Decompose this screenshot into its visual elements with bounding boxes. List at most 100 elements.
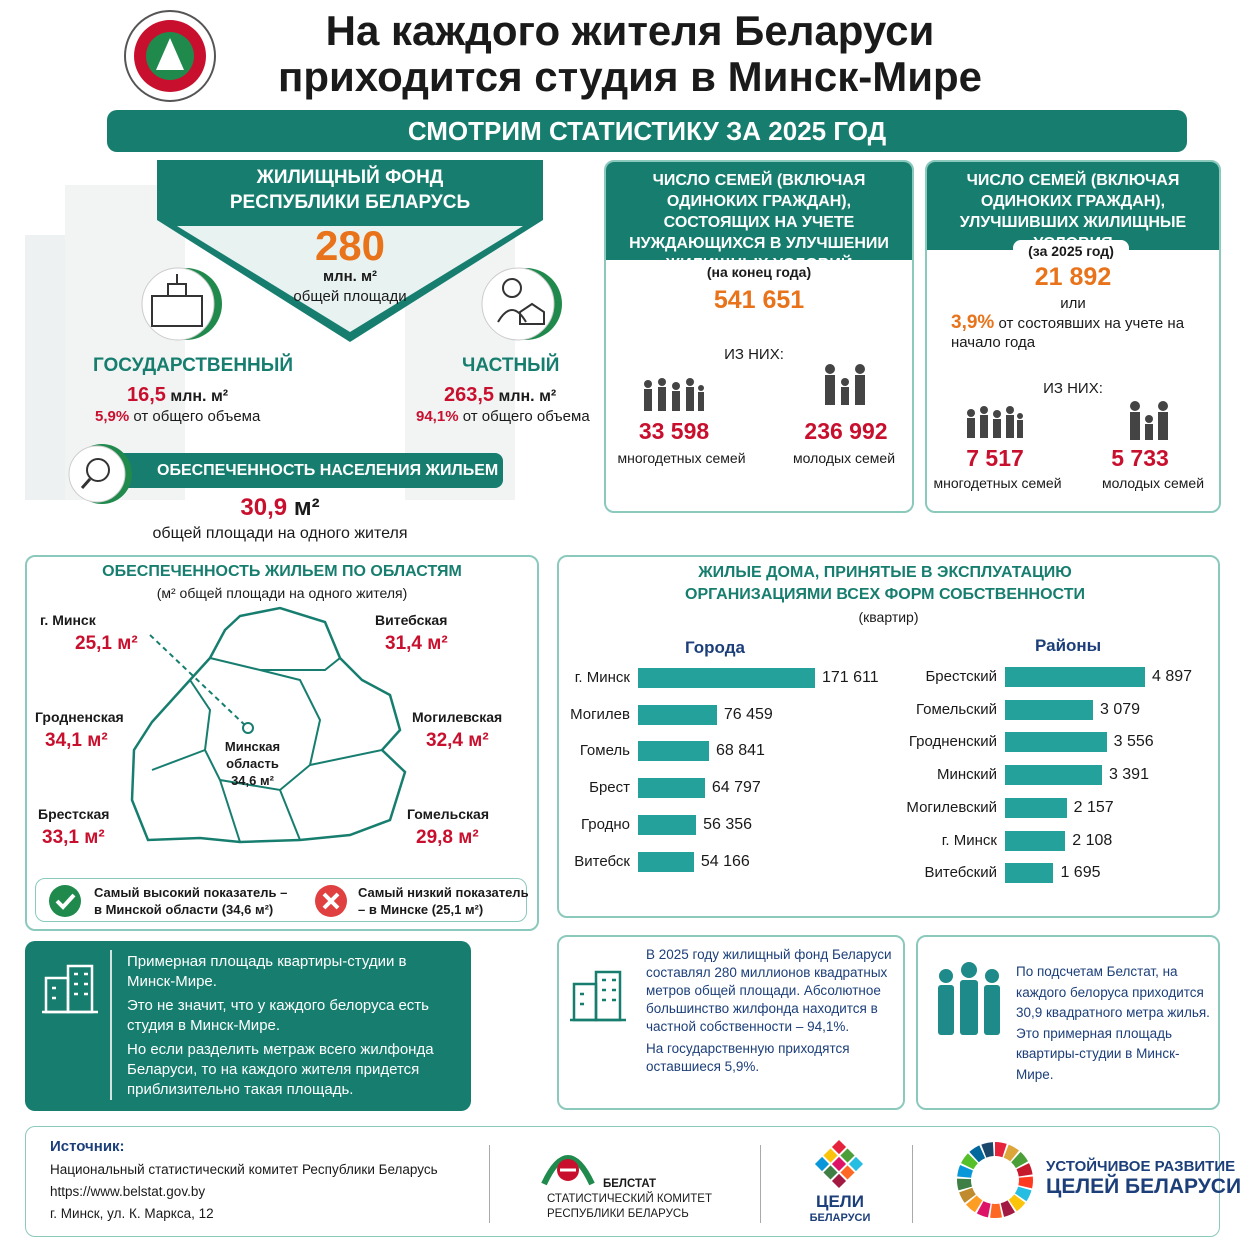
wheel-segment	[1011, 1151, 1028, 1169]
building-icon	[42, 964, 98, 1014]
bar	[638, 704, 717, 725]
wheel-segment	[1014, 1186, 1032, 1202]
category-label: г. Минск	[574, 669, 630, 686]
region-value: 29,8 м²	[416, 827, 479, 848]
family-icon	[825, 364, 865, 405]
improved-share-note: от состоявших на учете на начало года	[951, 315, 1185, 351]
info-text-3: По подсчетам Белстат, на каждого белорус…	[1016, 962, 1212, 1086]
paragraph: Примерная площадь квартиры-студии в Минс…	[127, 953, 407, 990]
category-label: Могилев	[570, 705, 630, 723]
wheel-segment	[956, 1178, 972, 1191]
bar	[638, 814, 697, 835]
address: г. Минск, ул. К. Маркса, 12	[50, 1206, 214, 1221]
goals-logo	[814, 1139, 864, 1189]
info-text-1: Примерная площадь квартиры-студии в Минс…	[127, 952, 447, 1100]
category-label: г. Минск	[941, 831, 997, 849]
state-share-note: от общего объема	[133, 408, 261, 425]
large-label: многодетных семей	[617, 450, 746, 466]
paragraph: По подсчетам Белстат, на каждого белорус…	[1016, 964, 1210, 1082]
value-label: 3 556	[1113, 733, 1154, 751]
value-label: 3 391	[1108, 766, 1149, 784]
region-value: 25,1 м²	[75, 633, 138, 654]
sdg-wheel	[956, 1142, 1033, 1219]
sdg-line: ЦЕЛЕЙ БЕЛАРУСИ	[1046, 1175, 1242, 1198]
region-value: 32,4 м²	[426, 730, 489, 751]
wheel-segment	[1003, 1144, 1019, 1162]
banner: СМОТРИМ СТАТИСТИКУ ЗА 2025 ГОД	[107, 110, 1187, 152]
value-label: 171 611	[822, 669, 879, 686]
state-label: ГОСУДАРСТВЕННЫЙ	[93, 355, 294, 376]
of-them: ИЗ НИХ:	[724, 346, 784, 363]
region-name: г. Минск	[40, 612, 96, 628]
wheel-segment	[1018, 1176, 1033, 1189]
state-value: 16,5	[127, 384, 166, 406]
people-icon	[938, 962, 1000, 1035]
wheel-segment	[959, 1187, 976, 1203]
regions-box	[25, 555, 539, 931]
family-icon	[967, 406, 1023, 438]
belstat-name: БЕЛСТАТ	[603, 1178, 657, 1190]
houses-box	[557, 555, 1220, 918]
category-label: Брестский	[925, 668, 997, 685]
title: приходится студия в Минск-Мире	[277, 53, 983, 100]
or-word: или	[1060, 295, 1086, 312]
wheel-segment	[981, 1142, 994, 1158]
bar	[1005, 765, 1102, 786]
info-box-1	[25, 941, 471, 1111]
region-value: 34,1 м²	[45, 730, 108, 751]
provision-icon	[68, 444, 132, 504]
fund-unit: млн. м²	[322, 268, 378, 285]
houses-subtitle: (квартир)	[858, 609, 919, 625]
cross-icon	[315, 885, 347, 917]
map	[130, 606, 407, 844]
category-label: Гродненский	[908, 733, 997, 751]
bar	[638, 668, 815, 688]
region-name: Гродненская	[35, 709, 124, 725]
check-icon	[49, 885, 81, 917]
legend-box	[35, 878, 527, 922]
wheel-segment	[995, 1142, 1007, 1158]
young-value: 236 992	[804, 418, 888, 444]
waiting-box: ЧИСЛО СЕМЕЙ (ВКЛЮЧАЯ ОДИНОКИХ ГРАЖДАН), …	[604, 160, 914, 513]
provision-note: общей площади на одного жителя	[152, 525, 408, 542]
value-label: 54 166	[700, 852, 750, 870]
bar	[1005, 797, 1067, 818]
chart-title: Города	[685, 638, 745, 657]
bar	[638, 778, 705, 799]
bar	[1005, 830, 1066, 851]
paragraph: Но если разделить метраж всего жилфонда …	[127, 1041, 434, 1098]
regions-subtitle: (м² общей площади на одного жителя)	[156, 585, 408, 601]
value-label: 3 079	[1100, 700, 1141, 718]
region-name: Могилевская	[412, 709, 503, 725]
value-label: 2 108	[1072, 831, 1113, 849]
best-note: Самый высокий показатель – в Минской обл…	[94, 885, 288, 917]
large-value: 7 517	[966, 445, 1024, 471]
young-value: 5 733	[1111, 445, 1169, 471]
improved-note: (за 2025 год)	[1013, 240, 1129, 262]
category-label: Витебский	[924, 864, 997, 882]
paragraph: На государственную приходятся оставшиеся…	[646, 1041, 850, 1074]
footer-box	[25, 1126, 1220, 1237]
category-label: Могилевский	[906, 798, 997, 816]
private-share: 94,1%	[416, 408, 459, 425]
young-label: молодых семей	[792, 450, 896, 466]
belstat-line: СТАТИСТИЧЕСКИЙ КОМИТЕТ	[547, 1193, 712, 1205]
fund-shape	[157, 160, 543, 342]
wheel-segment	[990, 1203, 1002, 1219]
private-label: ЧАСТНЫЙ	[462, 355, 560, 376]
provision-label: ОБЕСПЕЧЕННОСТЬ НАСЕЛЕНИЯ ЖИЛЬЕМ	[95, 453, 503, 488]
region-name: Брестская	[38, 806, 110, 822]
state-unit: млн. м²	[170, 388, 229, 405]
url: https://www.belstat.gov.by	[50, 1184, 206, 1199]
goals-title: ЦЕЛИ	[816, 1192, 864, 1211]
worst-note: Самый низкий показатель – в Минске (25,1…	[358, 885, 529, 917]
bar	[1005, 863, 1054, 884]
fund-value: 280	[314, 222, 386, 269]
source-label: Источник:	[50, 1138, 125, 1155]
fund-note: общей площади	[293, 288, 407, 305]
bar	[1005, 732, 1107, 753]
wheel-segment	[961, 1153, 978, 1170]
center-name: Минская область	[224, 739, 281, 771]
value-label: 76 459	[723, 705, 773, 723]
